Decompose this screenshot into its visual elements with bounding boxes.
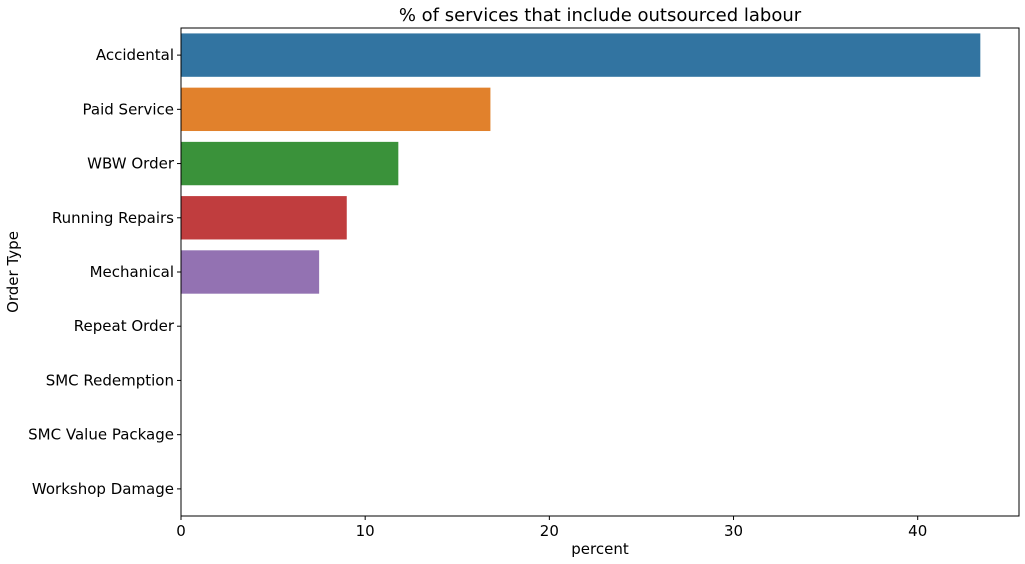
x-tick-label-10: 10 (356, 522, 375, 540)
bar-paid-service (181, 87, 491, 132)
y-tick-label-smc-redemption: SMC Redemption (46, 371, 174, 389)
plot-frame (180, 27, 1020, 517)
y-tick-label-paid-service: Paid Service (83, 100, 174, 118)
bars-layer (181, 33, 981, 294)
y-tick-label-workshop-damage: Workshop Damage (32, 480, 174, 498)
x-tick-label-30: 30 (724, 522, 743, 540)
y-tick-label-mechanical: Mechanical (90, 263, 174, 281)
bar-accidental (181, 33, 981, 77)
x-axis-label: percent (571, 540, 629, 558)
y-tick-label-smc-value-package: SMC Value Package (28, 426, 174, 444)
y-tick-label-wbw-order: WBW Order (87, 155, 175, 173)
x-tick-label-40: 40 (908, 522, 927, 540)
y-tick-label-running-repairs: Running Repairs (52, 209, 174, 227)
bar-running-repairs (181, 196, 347, 240)
bar-mechanical (181, 250, 320, 294)
y-tick-label-accidental: Accidental (96, 46, 174, 64)
x-tick-label-0: 0 (176, 522, 186, 540)
bar-wbw-order (181, 141, 399, 186)
x-tick-label-20: 20 (540, 522, 559, 540)
y-tick-label-repeat-order: Repeat Order (74, 317, 175, 335)
x-axis-ticks: 0 10 20 30 40 (176, 516, 927, 540)
y-axis-ticks: Accidental Paid Service WBW Order Running R… (28, 46, 181, 498)
chart-title: % of services that include outsourced la… (399, 5, 802, 26)
y-axis-label: Order Type (4, 231, 22, 313)
